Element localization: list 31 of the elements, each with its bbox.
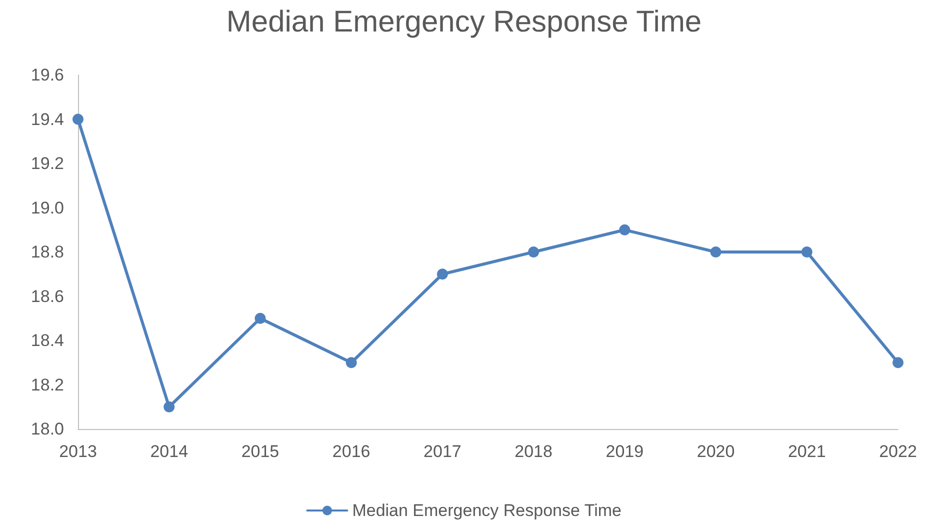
x-tick-label: 2016 (332, 442, 370, 461)
point (254, 312, 266, 324)
y-tick-label: 18.6 (30, 286, 64, 306)
x-tick-label: 2021 (788, 442, 826, 461)
x-tick-label: 2020 (696, 442, 735, 461)
point (436, 268, 448, 280)
point (801, 246, 812, 258)
y-tick-label: 18.8 (30, 242, 64, 262)
y-tick-label: 19.0 (30, 198, 64, 218)
y-tick-label: 18.2 (30, 375, 64, 394)
legend-label: Median Emergency Response Time (352, 501, 622, 520)
x-tick-label: 2017 (424, 442, 462, 461)
chart-title: Median Emergency Response Time (226, 6, 702, 38)
point (72, 114, 84, 125)
x-tick-label: 2014 (150, 442, 188, 461)
point (892, 357, 904, 368)
y-tick-label: 18.4 (30, 331, 64, 350)
x-tick-label: 2015 (241, 442, 280, 461)
y-tick-label: 19.2 (30, 154, 64, 173)
point (619, 224, 630, 236)
point (346, 357, 357, 368)
x-tick-label: 2019 (606, 442, 644, 461)
y-tick-label: 19.4 (30, 110, 64, 129)
y-tick-label: 19.6 (30, 66, 64, 84)
x-tick-label: 2013 (59, 442, 97, 461)
x-tick-label: 2018 (514, 442, 552, 461)
point (528, 246, 540, 258)
point (164, 401, 175, 412)
y-tick-label: 18.0 (30, 420, 64, 438)
point (710, 246, 722, 258)
x-tick-label: 2022 (879, 442, 917, 461)
